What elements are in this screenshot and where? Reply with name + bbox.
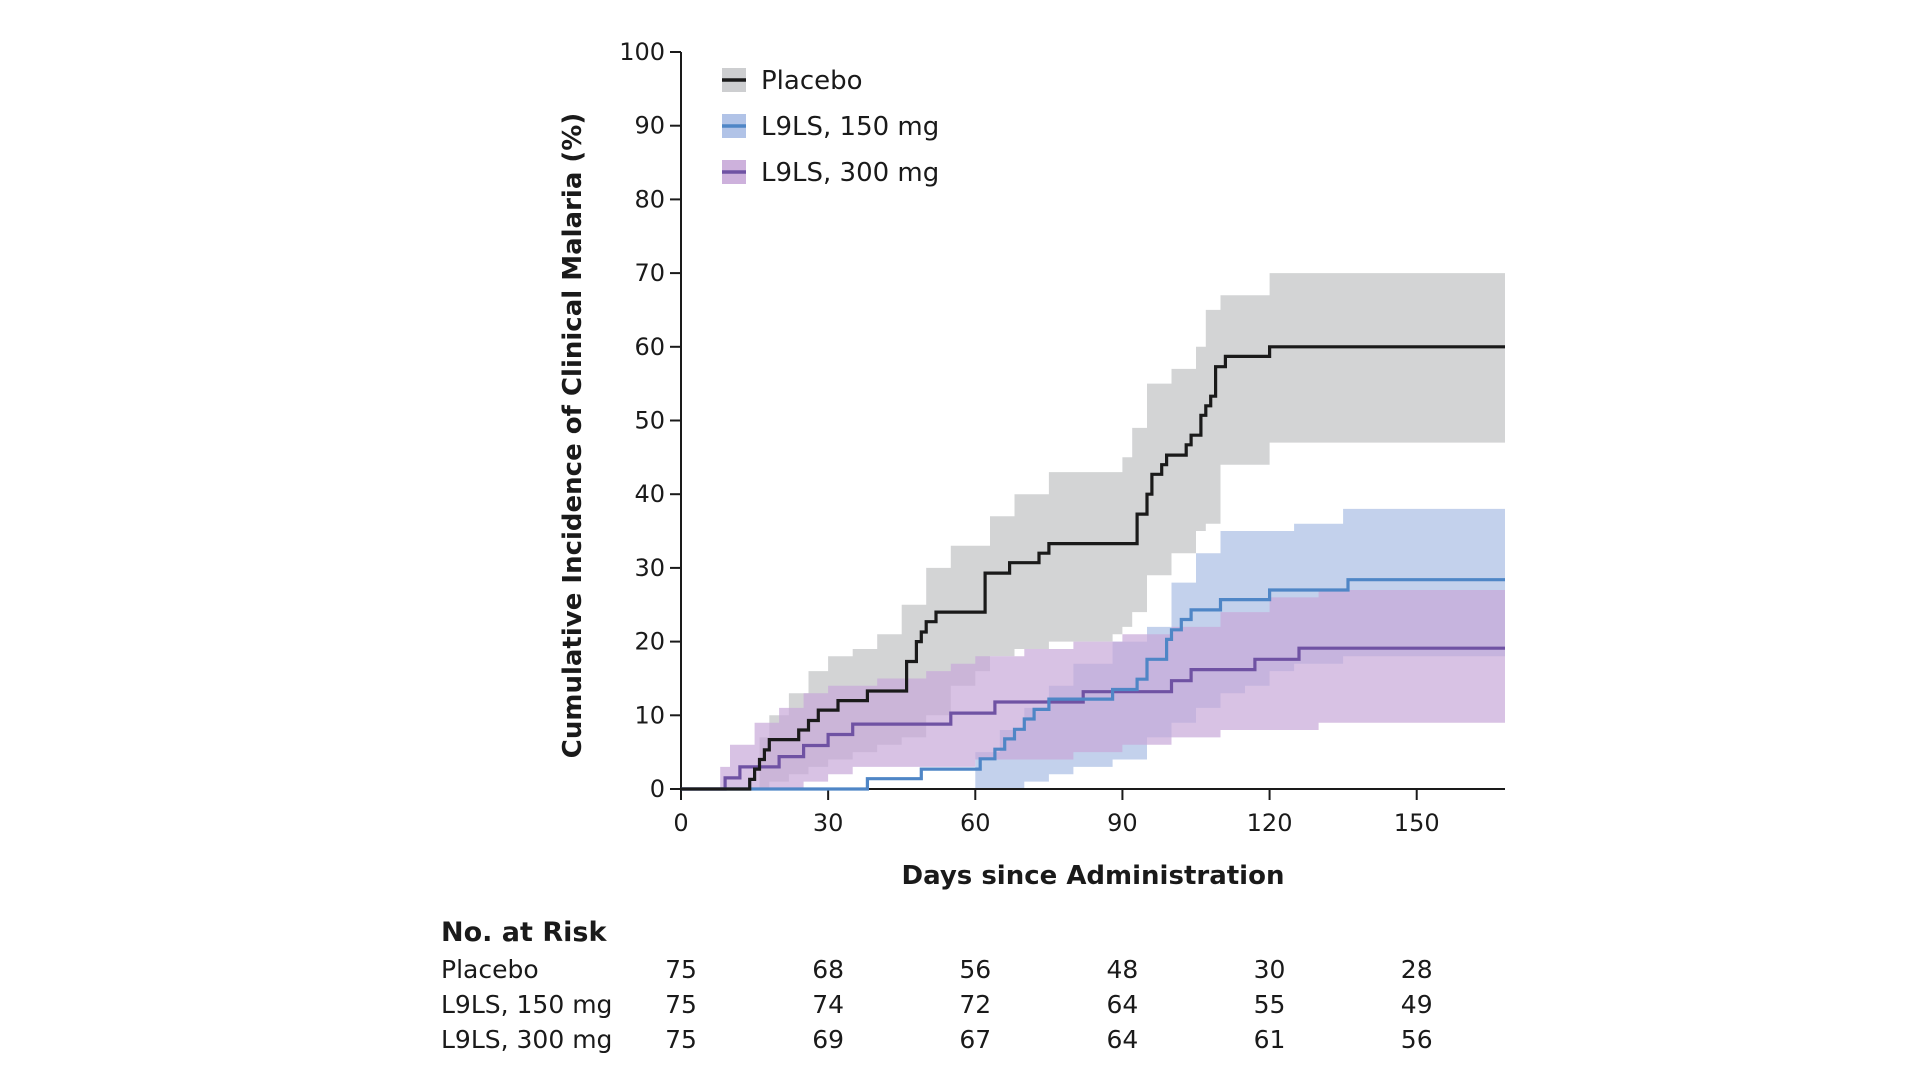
y-tick-label: 80 [634, 185, 665, 213]
risk-cell: 75 [665, 955, 697, 984]
ci-band-1 [681, 508, 1505, 789]
y-tick-label: 50 [634, 407, 665, 435]
risk-cell: 69 [812, 1025, 844, 1054]
risk-row-label: L9LS, 150 mg [441, 990, 612, 1019]
y-tick-label: 0 [650, 775, 665, 803]
risk-cell: 48 [1107, 955, 1139, 984]
x-axis-title: Days since Administration [902, 861, 1285, 891]
x-tick-label: 120 [1247, 809, 1293, 837]
risk-row-label: L9LS, 300 mg [441, 1025, 612, 1054]
risk-cell: 74 [812, 990, 844, 1019]
risk-cell: 28 [1401, 955, 1433, 984]
y-axis-title: Cumulative Incidence of Clinical Malaria… [558, 113, 588, 758]
risk-cell: 64 [1107, 990, 1139, 1019]
y-tick-label: 20 [634, 628, 665, 656]
y-tick-label: 40 [634, 480, 665, 508]
risk-cell: 68 [812, 955, 844, 984]
risk-cell: 55 [1254, 990, 1286, 1019]
risk-cell: 30 [1254, 955, 1286, 984]
ci-band-0 [681, 273, 1505, 790]
legend-label-1: L9LS, 150 mg [761, 112, 939, 142]
x-tick-label: 90 [1107, 809, 1138, 837]
risk-cell: 72 [959, 990, 991, 1019]
risk-cell: 67 [959, 1025, 991, 1054]
ci-band-2 [681, 582, 1505, 789]
y-tick-label: 30 [634, 554, 665, 582]
y-tick-label: 10 [634, 701, 665, 729]
y-tick-label: 90 [634, 112, 665, 140]
series-line-1 [681, 578, 1505, 791]
risk-row-label: Placebo [441, 955, 539, 984]
y-tick-label: 100 [619, 38, 665, 66]
y-tick-label: 70 [634, 259, 665, 287]
x-tick-label: 0 [673, 809, 688, 837]
x-tick-label: 150 [1394, 809, 1440, 837]
series-line-2 [681, 646, 1505, 791]
legend-label-2: L9LS, 300 mg [761, 158, 939, 188]
risk-cell: 75 [665, 1025, 697, 1054]
x-tick-label: 30 [813, 809, 844, 837]
risk-cell: 75 [665, 990, 697, 1019]
risk-cell: 56 [959, 955, 991, 984]
risk-cell: 64 [1107, 1025, 1139, 1054]
risk-table-title: No. at Risk [441, 917, 607, 948]
risk-cell: 49 [1401, 990, 1433, 1019]
x-tick-label: 60 [960, 809, 991, 837]
y-tick-label: 60 [634, 333, 665, 361]
series-line-0 [681, 345, 1505, 791]
risk-cell: 56 [1401, 1025, 1433, 1054]
legend-label-0: Placebo [761, 66, 863, 96]
risk-cell: 61 [1254, 1025, 1286, 1054]
